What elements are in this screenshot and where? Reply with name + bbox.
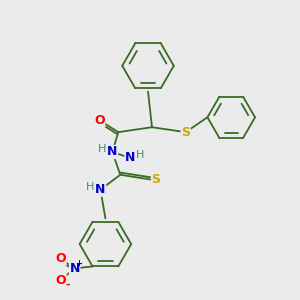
Text: H: H xyxy=(86,182,95,192)
Text: N: N xyxy=(125,152,135,164)
Text: S: S xyxy=(152,173,160,186)
Text: H: H xyxy=(98,144,106,154)
Text: N: N xyxy=(107,146,118,158)
Text: -: - xyxy=(65,279,70,289)
Text: +: + xyxy=(75,259,82,268)
Text: O: O xyxy=(94,114,105,127)
Text: H: H xyxy=(136,150,144,160)
Text: N: N xyxy=(70,262,80,275)
Text: O: O xyxy=(56,274,66,287)
Text: O: O xyxy=(56,252,66,265)
Text: N: N xyxy=(95,183,106,196)
Text: S: S xyxy=(181,126,190,139)
